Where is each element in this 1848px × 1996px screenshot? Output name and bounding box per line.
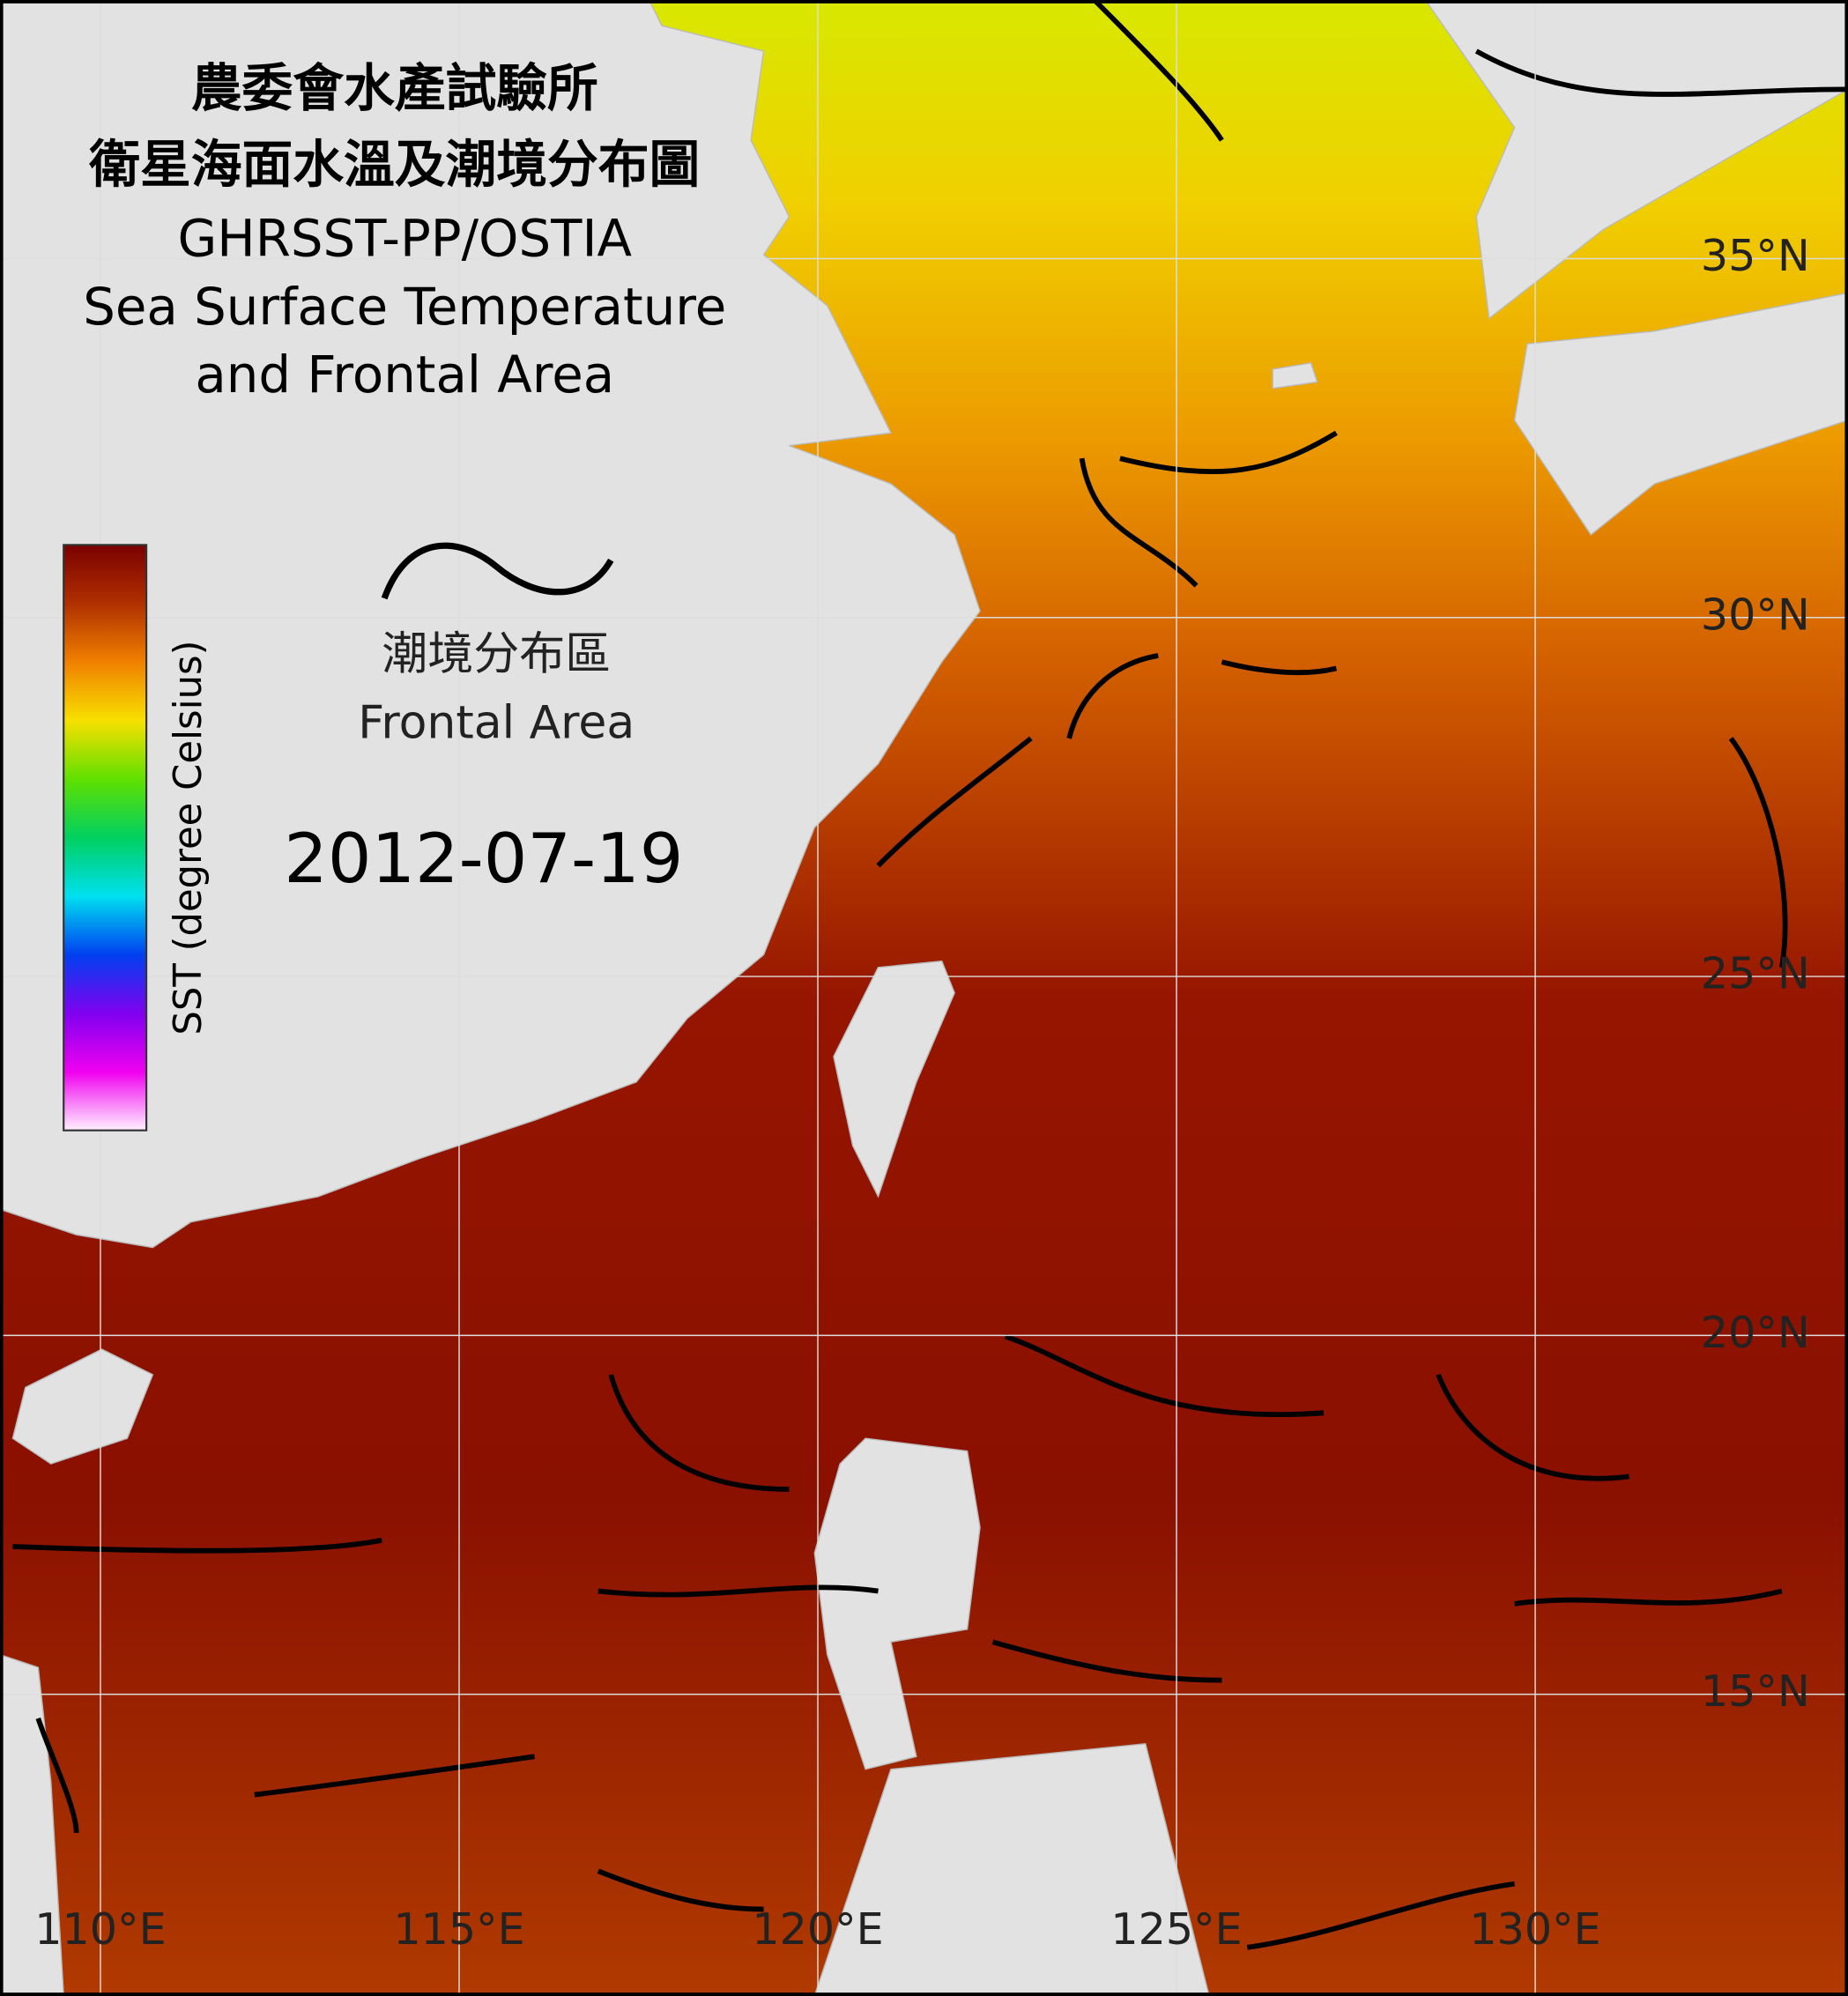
lon-label: 120°E [752, 1903, 883, 1955]
lon-label: 115°E [393, 1903, 524, 1955]
title-line: 衛星海面水溫及潮境分布圖 [88, 134, 700, 194]
lat-label: 35°N [1701, 230, 1810, 281]
front-legend-symbol [381, 542, 614, 600]
legend-label: Frontal Area [358, 696, 635, 749]
date: 2012-07-19 [284, 820, 683, 899]
title-line: 農委會水產試驗所 [191, 58, 598, 118]
lon-label: 125°E [1110, 1903, 1242, 1955]
fronts [12, 0, 1846, 1950]
lat-label: 15°N [1701, 1666, 1810, 1717]
colorbar: SST (degree Celsius) [63, 544, 211, 1132]
colorbar-ramp [63, 544, 148, 1132]
lon-label: 110°E [34, 1903, 166, 1955]
title-line: GHRSST-PP/OSTIA [178, 208, 633, 268]
title-block: 農委會水產試驗所 衛星海面水溫及潮境分布圖 GHRSST-PP/OSTIA Se… [83, 58, 726, 404]
front-legend: 潮境分布區 Frontal Area [358, 542, 635, 749]
title-line: and Frontal Area [195, 345, 614, 404]
lat-label: 25°N [1701, 948, 1810, 999]
graticule-labels: 110°E 115°E 120°E 125°E 130°E 35°N 30°N 25°N 20°… [34, 230, 1809, 1955]
legend-label: 潮境分布區 [382, 627, 611, 680]
title-line: Sea Surface Temperature [83, 277, 726, 337]
lon-label: 130°E [1469, 1903, 1600, 1955]
lat-label: 30°N [1701, 589, 1810, 640]
colorbar-label: SST (degree Celsius) [167, 640, 211, 1035]
lat-label: 20°N [1701, 1307, 1810, 1358]
